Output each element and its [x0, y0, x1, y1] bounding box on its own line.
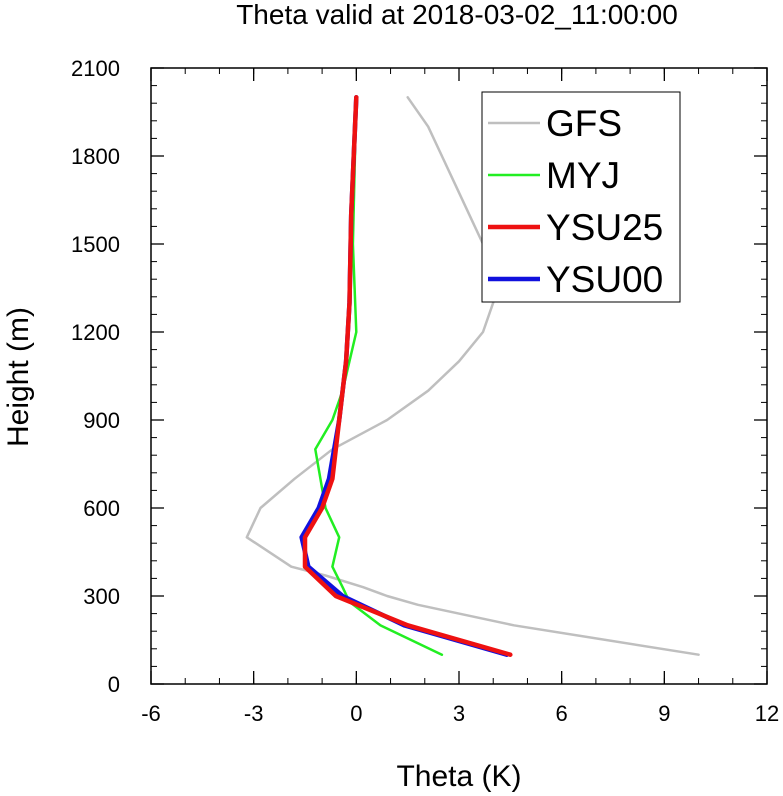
- x-tick-label: 12: [755, 701, 779, 726]
- chart-title: Theta valid at 2018-03-02_11:00:00: [236, 0, 678, 30]
- y-axis-label: Height (m): [2, 307, 35, 447]
- legend-label: GFS: [546, 103, 622, 144]
- x-tick-label: 0: [350, 701, 362, 726]
- y-tick-label: 1500: [71, 232, 120, 257]
- series-line-ysu25: [302, 95, 513, 657]
- x-tick-labels: -6 -3 0 3 6 9 12: [141, 701, 779, 726]
- series-lines: [245, 95, 700, 657]
- legend-label: YSU25: [546, 207, 663, 248]
- legend-label: YSU00: [546, 259, 663, 300]
- x-tick-label: 3: [453, 701, 465, 726]
- y-tick-label: 1200: [71, 320, 120, 345]
- major-ticks: [150, 67, 768, 685]
- series-line-myj: [314, 96, 444, 656]
- x-tick-label: 6: [556, 701, 568, 726]
- legend-box: [481, 91, 681, 303]
- legend-label: MYJ: [546, 155, 620, 196]
- y-tick-labels: 0 300 600 900 1200 1500 1800 2100: [71, 56, 120, 697]
- y-tick-label: 0: [108, 672, 120, 697]
- y-tick-label: 900: [83, 408, 120, 433]
- x-tick-label: -6: [141, 701, 161, 726]
- x-axis-label: Theta (K): [396, 760, 521, 793]
- y-tick-label: 2100: [71, 56, 120, 81]
- legend: GFS MYJ YSU25 YSU00: [481, 91, 681, 303]
- y-tick-label: 600: [83, 496, 120, 521]
- y-tick-label: 1800: [71, 144, 120, 169]
- legend-entries: GFS MYJ YSU25 YSU00: [488, 103, 663, 300]
- series-line-gfs: [245, 96, 700, 656]
- x-tick-label: 9: [658, 701, 670, 726]
- y-tick-label: 300: [83, 584, 120, 609]
- x-tick-label: -3: [244, 701, 264, 726]
- series-line-ysu00: [299, 95, 510, 657]
